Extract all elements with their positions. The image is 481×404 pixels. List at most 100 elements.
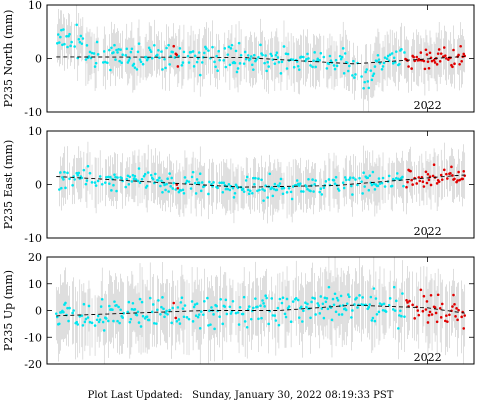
y-tick-label: 0 xyxy=(35,179,42,192)
north-panel: -10 0 10 2022 P235 North (mm) xyxy=(2,0,475,119)
recent-point xyxy=(411,183,414,186)
data-point xyxy=(381,65,385,68)
data-point xyxy=(157,179,160,182)
data-point xyxy=(260,316,263,320)
recent-point xyxy=(439,316,443,319)
data-point xyxy=(232,196,236,199)
recent-point xyxy=(426,172,430,176)
data-point xyxy=(300,305,303,309)
data-point xyxy=(263,305,266,308)
data-point xyxy=(280,301,284,305)
data-point xyxy=(279,72,283,75)
data-point xyxy=(264,54,267,57)
data-point xyxy=(246,188,250,192)
data-point xyxy=(151,177,155,181)
data-point xyxy=(207,49,210,52)
data-point xyxy=(61,43,64,47)
plot-area xyxy=(56,5,467,112)
data-point xyxy=(392,285,396,289)
data-point xyxy=(66,45,69,49)
data-point xyxy=(60,28,63,32)
data-point xyxy=(284,315,288,319)
recent-point xyxy=(422,59,426,63)
data-point xyxy=(145,315,149,319)
data-point xyxy=(344,178,348,182)
data-point xyxy=(368,174,372,177)
data-point xyxy=(261,53,264,57)
data-point xyxy=(217,49,220,53)
data-point xyxy=(270,186,274,189)
footer-timestamp: Sunday, January 30, 2022 08:19:33 PST xyxy=(192,390,394,401)
data-point xyxy=(278,297,282,301)
data-point xyxy=(242,190,246,193)
data-point xyxy=(171,50,174,54)
recent-point xyxy=(463,314,467,317)
data-point xyxy=(268,172,271,176)
data-point xyxy=(100,182,104,186)
data-point xyxy=(266,60,269,64)
recent-point xyxy=(432,163,436,167)
data-point xyxy=(165,182,168,186)
data-point xyxy=(307,177,310,181)
data-point xyxy=(112,183,115,187)
recent-point xyxy=(427,66,431,70)
data-point xyxy=(314,179,317,182)
data-point xyxy=(360,180,363,183)
data-point xyxy=(96,53,100,56)
data-point xyxy=(119,48,122,51)
data-point xyxy=(383,56,387,59)
recent-point xyxy=(428,51,432,55)
data-point xyxy=(372,72,376,75)
data-point xyxy=(327,178,331,181)
data-point xyxy=(387,174,391,178)
data-point xyxy=(311,296,314,300)
data-point xyxy=(215,304,218,308)
data-point xyxy=(126,61,130,64)
data-point xyxy=(92,52,96,55)
data-point xyxy=(385,57,389,61)
data-point xyxy=(277,323,281,327)
data-point xyxy=(312,59,315,63)
data-point xyxy=(245,175,249,179)
data-point xyxy=(255,58,258,61)
recent-point xyxy=(439,52,443,55)
data-point xyxy=(213,327,216,331)
data-point xyxy=(257,317,260,321)
data-point xyxy=(380,181,384,185)
data-point xyxy=(64,301,67,305)
data-point xyxy=(218,58,221,62)
data-point xyxy=(393,309,397,312)
data-point xyxy=(101,320,105,324)
recent-point xyxy=(435,182,439,185)
data-point xyxy=(251,63,254,67)
data-point xyxy=(378,302,382,305)
data-point xyxy=(366,80,370,83)
data-point xyxy=(342,71,346,75)
data-point xyxy=(352,176,355,180)
data-point xyxy=(156,53,159,57)
recent-point xyxy=(434,311,438,315)
data-point xyxy=(161,190,164,194)
data-point xyxy=(93,181,97,184)
data-point xyxy=(203,51,206,55)
recent-point xyxy=(406,301,409,304)
data-point xyxy=(237,323,241,326)
data-point xyxy=(110,189,113,192)
data-point xyxy=(302,309,305,313)
data-point xyxy=(193,54,197,58)
data-point xyxy=(199,310,203,313)
data-point xyxy=(278,182,282,185)
x-tick-label: 2022 xyxy=(414,225,442,238)
data-point xyxy=(132,62,136,66)
data-point xyxy=(187,317,191,321)
data-point xyxy=(241,312,245,316)
data-point xyxy=(160,179,163,183)
data-point xyxy=(287,305,291,308)
data-point xyxy=(141,314,145,318)
data-point xyxy=(76,323,80,326)
data-point xyxy=(364,70,367,74)
data-point xyxy=(362,86,365,90)
data-point xyxy=(325,67,329,70)
data-point xyxy=(370,78,374,82)
data-point xyxy=(327,285,331,289)
